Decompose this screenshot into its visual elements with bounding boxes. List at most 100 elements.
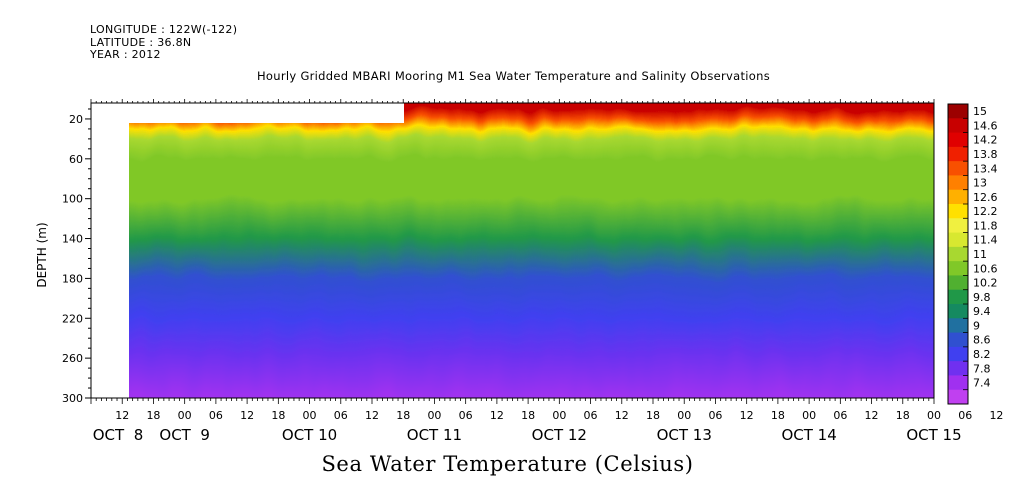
colorbar-band <box>948 275 968 291</box>
x-hour-label: 18 <box>271 409 285 422</box>
x-day-label: OCT 14 <box>781 426 836 444</box>
colorbar-label: 10.6 <box>973 262 998 275</box>
y-tick-label: 260 <box>62 352 83 365</box>
colorbar-band <box>948 104 968 119</box>
x-hour-label: 18 <box>521 409 535 422</box>
chart-title: Hourly Gridded MBARI Mooring M1 Sea Wate… <box>256 69 771 83</box>
x-hour-label: 12 <box>989 409 1003 422</box>
x-day-label: OCT 8 <box>93 426 144 444</box>
x-hour-label: 06 <box>833 409 847 422</box>
x-hour-label: 06 <box>334 409 348 422</box>
colorbar-label: 14.2 <box>973 134 998 147</box>
y-tick-label: 140 <box>62 233 83 246</box>
longitude-label: LONGITUDE : 122W(-122) <box>90 23 238 36</box>
colorbar-label: 9 <box>973 319 980 332</box>
x-hour-label: 00 <box>927 409 941 422</box>
colorbar-label: 8.6 <box>973 334 991 347</box>
x-hour-label: 18 <box>771 409 785 422</box>
colorbar-label: 13.8 <box>973 148 998 161</box>
colorbar-band <box>948 318 968 334</box>
x-day-label: OCT 13 <box>657 426 712 444</box>
x-hour-label: 00 <box>427 409 441 422</box>
colorbar-label: 12.6 <box>973 191 998 204</box>
x-hour-label: 12 <box>365 409 379 422</box>
colorbar-band <box>948 346 968 362</box>
colorbar: 1514.614.213.813.41312.612.211.811.41110… <box>947 103 998 405</box>
colorbar-label: 13 <box>973 177 987 190</box>
colorbar-band <box>948 375 968 391</box>
no-data-region-left <box>91 103 129 398</box>
colorbar-label: 11 <box>973 248 987 261</box>
latitude-label: LATITUDE : 36.8N <box>90 35 192 49</box>
colorbar-label: 9.4 <box>973 305 991 318</box>
x-hour-label: 06 <box>459 409 473 422</box>
x-hour-label: 12 <box>240 409 254 422</box>
x-hour-label: 00 <box>552 409 566 422</box>
y-tick-label: 300 <box>62 392 83 405</box>
colorbar-band <box>948 332 968 348</box>
x-hour-label: 12 <box>490 409 504 422</box>
x-hour-label: 18 <box>396 409 410 422</box>
colorbar-band <box>948 261 968 276</box>
colorbar-label: 10.2 <box>973 277 998 290</box>
colorbar-band <box>948 218 968 234</box>
x-day-label: OCT 12 <box>532 426 587 444</box>
colorbar-label: 12.2 <box>973 205 998 218</box>
x-day-label: OCT 11 <box>407 426 462 444</box>
y-axis: 20 60 100 140 180 220 260 300 <box>62 108 91 405</box>
x-day-label: OCT 15 <box>906 426 961 444</box>
colorbar-label: 7.8 <box>973 362 991 375</box>
colorbar-band <box>948 146 968 162</box>
temperature-field <box>91 103 934 398</box>
colorbar-label: 8.2 <box>973 348 991 361</box>
x-hour-label: 12 <box>615 409 629 422</box>
x-hour-label: 12 <box>740 409 754 422</box>
x-hour-label: 06 <box>958 409 972 422</box>
no-data-region-top <box>129 103 404 123</box>
x-hour-label: 18 <box>646 409 660 422</box>
metadata-block: LONGITUDE : 122W(-122) LATITUDE : 36.8N … <box>90 23 238 62</box>
x-hour-label: 12 <box>115 409 129 422</box>
colorbar-band <box>948 189 968 205</box>
colorbar-band <box>948 204 968 219</box>
colorbar-label: 7.4 <box>973 377 991 390</box>
colorbar-band <box>948 304 968 319</box>
x-hour-label: 00 <box>677 409 691 422</box>
y-tick-label: 220 <box>62 312 83 325</box>
colorbar-band <box>948 175 968 191</box>
colorbar-label: 11.8 <box>973 219 998 232</box>
x-hour-label: 06 <box>708 409 722 422</box>
colorbar-band <box>948 389 968 405</box>
y-tick-label: 180 <box>62 272 83 285</box>
colorbar-band <box>948 118 968 134</box>
x-hour-label: 12 <box>865 409 879 422</box>
x-hour-label: 00 <box>178 409 192 422</box>
colorbar-label: 9.8 <box>973 291 991 304</box>
y-tick-label: 100 <box>62 193 83 206</box>
colorbar-band <box>948 246 968 262</box>
x-hour-label: 18 <box>146 409 160 422</box>
colorbar-band <box>948 232 968 248</box>
x-hour-label: 06 <box>584 409 598 422</box>
x-day-label: OCT 9 <box>159 426 210 444</box>
colorbar-label: 13.4 <box>973 162 998 175</box>
y-axis-label: DEPTH (m) <box>35 222 49 287</box>
colorbar-band <box>948 289 968 305</box>
colorbar-label: 15 <box>973 105 987 118</box>
year-label: YEAR : 2012 <box>90 48 161 61</box>
plot-area <box>91 103 934 398</box>
chart-bottom-title: Sea Water Temperature (Celsius) <box>321 452 694 476</box>
x-hour-label: 00 <box>303 409 317 422</box>
y-tick-label: 20 <box>69 113 83 126</box>
colorbar-band <box>948 361 968 376</box>
x-hour-label: 00 <box>802 409 816 422</box>
x-axis: 12 18 00 06 12 18 00 06 12 18 00 06 12 18 00 06 12 18 00 06… <box>90 99 1003 444</box>
colorbar-band <box>948 132 968 148</box>
colorbar-band <box>948 161 968 176</box>
x-hour-label: 18 <box>896 409 910 422</box>
colorbar-label: 11.4 <box>973 234 998 247</box>
y-tick-label: 60 <box>69 153 83 166</box>
x-day-label: OCT 10 <box>282 426 337 444</box>
x-hour-label: 06 <box>209 409 223 422</box>
